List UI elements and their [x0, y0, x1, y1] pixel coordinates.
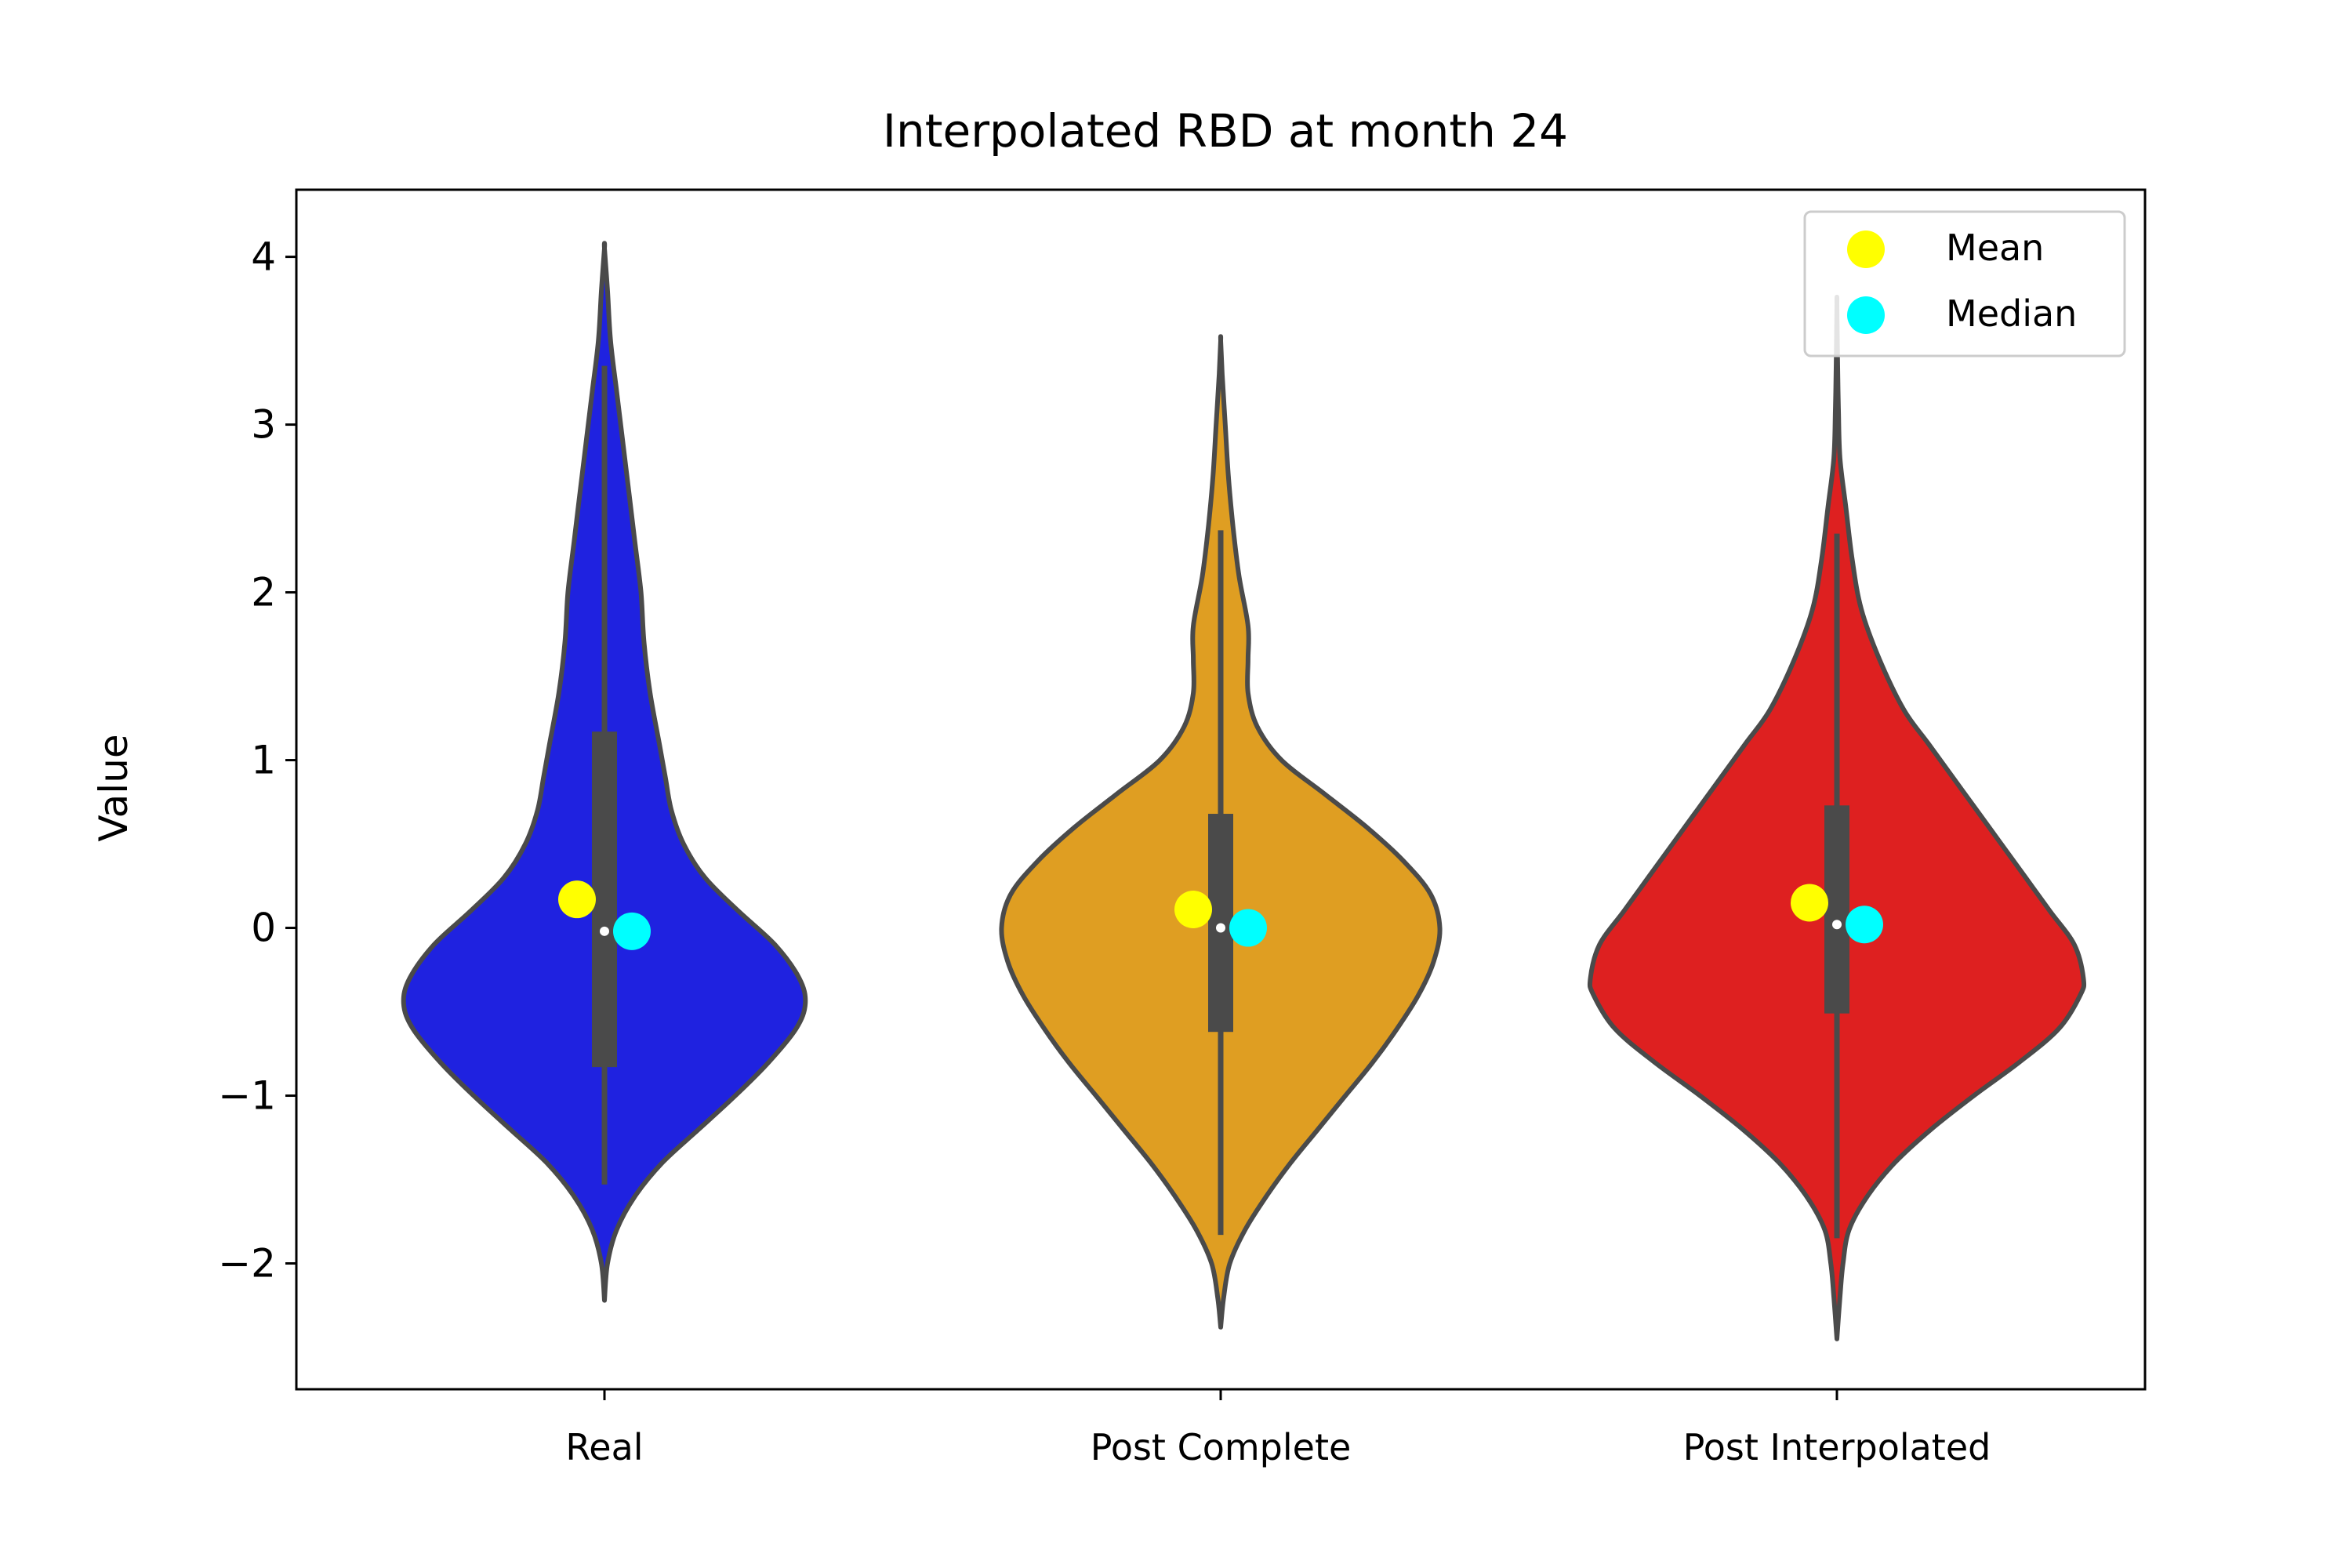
iqr-box-post-complete: [1208, 814, 1233, 1033]
y-tick-label: 2: [251, 570, 276, 615]
violin-group-post-interpolated: [1587, 294, 2087, 1341]
inner-median-dot-post-interpolated: [1832, 920, 1842, 930]
median-marker-post-complete: [1229, 909, 1267, 947]
plot-area: [401, 241, 2087, 1341]
y-tick-label: 3: [251, 402, 276, 448]
median-marker-post-interpolated: [1846, 906, 1883, 944]
iqr-box-real: [592, 731, 617, 1068]
y-axis-label: Value: [91, 734, 136, 841]
x-tick-label: Post Interpolated: [1683, 1426, 1991, 1468]
mean-marker-real: [558, 880, 596, 919]
y-tick-label: −2: [218, 1241, 276, 1287]
y-tick-label: 0: [251, 906, 276, 951]
iqr-box-post-interpolated: [1824, 805, 1849, 1014]
violin-group-real: [401, 241, 808, 1303]
x-tick-label: Post Complete: [1091, 1426, 1352, 1468]
violin-group-post-complete: [999, 334, 1443, 1330]
legend-mean-marker: [1847, 230, 1885, 268]
inner-median-dot-real: [600, 926, 609, 936]
legend-median-marker: [1847, 296, 1885, 334]
y-tick-label: −1: [218, 1073, 276, 1119]
legend-mean-label: Mean: [1946, 227, 2044, 269]
legend-median-label: Median: [1946, 292, 2077, 335]
median-marker-real: [613, 912, 651, 950]
x-tick-label: Real: [565, 1426, 643, 1468]
chart-title: Interpolated RBD at month 24: [883, 104, 1568, 158]
y-tick-label: 4: [251, 234, 276, 280]
legend-box: [1803, 210, 2126, 358]
y-tick-label: 1: [251, 738, 276, 783]
mean-marker-post-interpolated: [1791, 884, 1828, 922]
legend: Mean Median: [1803, 210, 2126, 358]
mean-marker-post-complete: [1174, 891, 1212, 928]
inner-median-dot-post-complete: [1216, 923, 1225, 933]
axis-ticks: −2 −1 0 1 2 3 4 Real Post Complete Post Interpola…: [218, 234, 1991, 1468]
